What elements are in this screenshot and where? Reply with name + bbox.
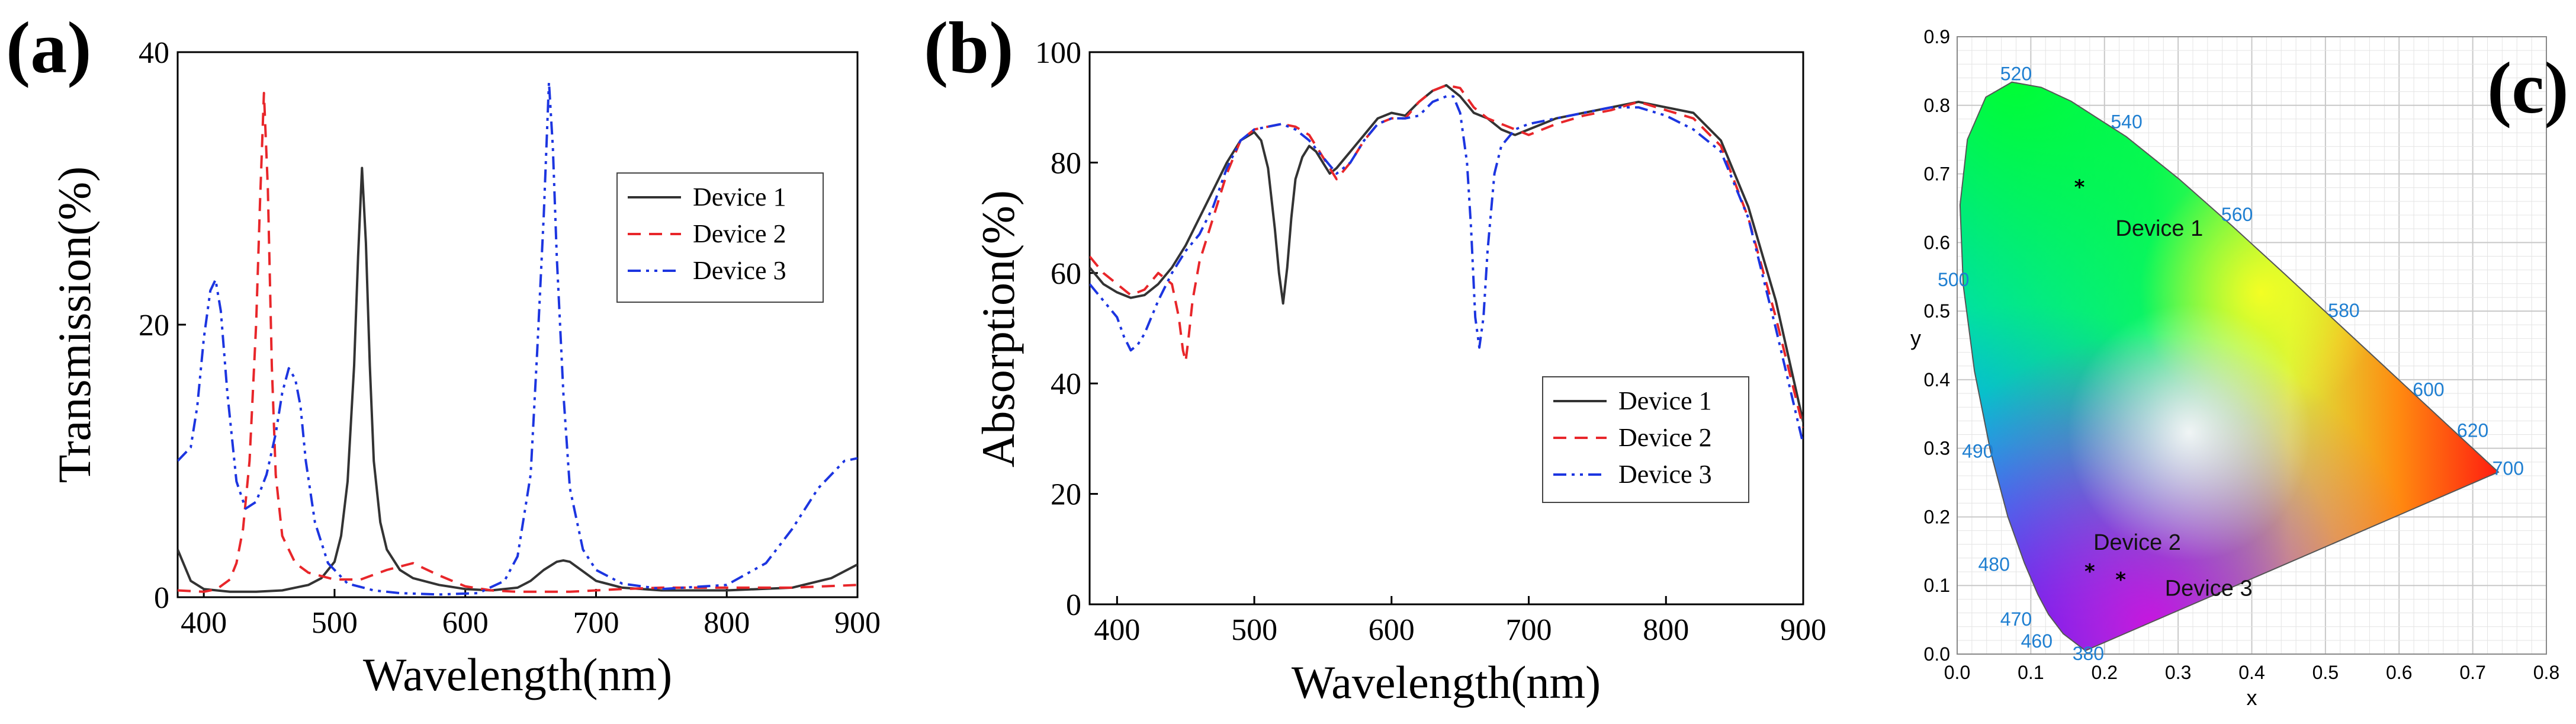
wavelength-label: 700 bbox=[2493, 457, 2524, 479]
series-line-device-3 bbox=[1090, 95, 1803, 445]
panel-b-absorption-chart: (b) 400 500 600 700 800 900 0 20 40 60 80 100 Wavel… bbox=[924, 7, 1826, 708]
y-tick-label: 0.1 bbox=[1924, 575, 1950, 596]
series-line-device-1 bbox=[178, 166, 857, 593]
y-tick-label: 40 bbox=[1051, 367, 1081, 401]
panel-b-series bbox=[1090, 84, 1803, 445]
y-tick-label: 0.4 bbox=[1924, 369, 1950, 390]
y-tick-label: 0.5 bbox=[1924, 300, 1950, 322]
x-axis-label: x bbox=[2247, 685, 2257, 710]
y-tick-label: 100 bbox=[1035, 36, 1081, 70]
x-tick-label: 0.8 bbox=[2533, 662, 2559, 683]
x-tick-label: 600 bbox=[1369, 613, 1415, 647]
device-point-marker-3: * bbox=[2115, 568, 2126, 592]
panel-b-axes: 400 500 600 700 800 900 0 20 40 60 80 100 bbox=[1035, 36, 1826, 647]
y-tick-label: 0.9 bbox=[1924, 26, 1950, 47]
wavelength-label: 500 bbox=[1938, 269, 1969, 290]
legend-label-device-1: Device 1 bbox=[693, 182, 786, 212]
x-tick-label: 0.2 bbox=[2092, 662, 2118, 683]
series-line-device-1 bbox=[1090, 84, 1803, 422]
panel-c-device-points: * Device 1 * Device 2 * Device 3 bbox=[2074, 176, 2253, 601]
plot-frame bbox=[1088, 51, 1804, 606]
legend-label-device-1: Device 1 bbox=[1618, 386, 1712, 415]
wavelength-label: 600 bbox=[2413, 379, 2444, 400]
wavelength-label: 580 bbox=[2328, 300, 2359, 321]
legend-label-device-3: Device 3 bbox=[693, 256, 786, 285]
wavelength-label: 460 bbox=[2021, 630, 2053, 652]
panel-a-x-axis-label: Wavelength(nm) bbox=[363, 649, 672, 700]
y-tick-label: 0.2 bbox=[1924, 506, 1950, 527]
panel-a-transmission-chart: (a) 400 500 600 700 800 900 0 20 40 Wavelength(n… bbox=[6, 7, 881, 700]
panel-a-legend: Device 1 Device 2 Device 3 bbox=[616, 172, 824, 303]
y-tick-label: 20 bbox=[1051, 478, 1081, 512]
y-tick-label: 0 bbox=[1066, 588, 1081, 622]
wavelength-label: 560 bbox=[2221, 204, 2253, 225]
wavelength-label: 620 bbox=[2457, 420, 2488, 441]
x-tick-label: 400 bbox=[1094, 613, 1140, 647]
y-tick-label: 0.0 bbox=[1924, 643, 1950, 665]
y-tick-label: 0.8 bbox=[1924, 95, 1950, 116]
wavelength-label: 480 bbox=[1978, 553, 2009, 575]
y-tick-label: 20 bbox=[139, 309, 169, 342]
panel-b-x-axis-label: Wavelength(nm) bbox=[1292, 656, 1601, 708]
y-tick-label: 0.3 bbox=[1924, 438, 1950, 459]
wavelength-label: 540 bbox=[2111, 111, 2142, 133]
x-tick-label: 900 bbox=[1780, 613, 1826, 647]
y-tick-label: 40 bbox=[139, 36, 169, 70]
x-tick-label: 0.1 bbox=[2018, 662, 2044, 683]
wavelength-label: 470 bbox=[2000, 608, 2032, 630]
x-tick-label: 600 bbox=[442, 606, 489, 640]
panel-c-gamut-fill bbox=[1960, 82, 2498, 651]
panel-a-letter: (a) bbox=[6, 7, 92, 88]
panel-b-legend: Device 1 Device 2 Device 3 bbox=[1542, 376, 1749, 503]
y-tick-label: 80 bbox=[1051, 146, 1081, 180]
x-tick-label: 500 bbox=[311, 606, 358, 640]
spectral-locus-outline bbox=[1959, 81, 2500, 652]
x-tick-label: 900 bbox=[834, 606, 881, 640]
x-tick-label: 500 bbox=[1231, 613, 1277, 647]
x-tick-label: 0.6 bbox=[2386, 662, 2412, 683]
plot-frame bbox=[1957, 36, 2547, 655]
y-tick-label: 0 bbox=[154, 581, 169, 615]
device-point-marker-2: * bbox=[2084, 560, 2095, 584]
panel-b-letter: (b) bbox=[924, 7, 1014, 88]
x-tick-label: 800 bbox=[1643, 613, 1689, 647]
device-point-label-1: Device 1 bbox=[2115, 216, 2203, 241]
x-tick-label: 0.3 bbox=[2165, 662, 2191, 683]
y-tick-label: 60 bbox=[1051, 257, 1081, 291]
legend-label-device-3: Device 3 bbox=[1618, 460, 1712, 489]
x-tick-label: 800 bbox=[704, 606, 750, 640]
wavelength-label: 490 bbox=[1962, 440, 1993, 462]
legend-label-device-2: Device 2 bbox=[693, 219, 786, 248]
x-tick-label: 700 bbox=[573, 606, 619, 640]
device-point-label-3: Device 3 bbox=[2165, 576, 2253, 601]
x-tick-label: 0.4 bbox=[2238, 662, 2265, 683]
panel-b-y-axis-label: Absorption(%) bbox=[972, 190, 1024, 467]
legend-box bbox=[1542, 376, 1749, 503]
panel-c-cie-chromaticity-diagram: 0.0 0.1 0.2 0.3 0.4 0.5 0.6 0.7 0.8 0.0 0.1 0.2 0.3 0… bbox=[1910, 26, 2569, 710]
y-axis-label: y bbox=[1910, 326, 1921, 350]
gamut-white-overlay bbox=[1960, 82, 2498, 651]
panel-c-spectral-locus bbox=[1959, 81, 2500, 652]
y-tick-label: 0.6 bbox=[1924, 232, 1950, 253]
x-tick-label: 0.7 bbox=[2459, 662, 2485, 683]
series-line-device-3 bbox=[178, 81, 857, 596]
x-tick-label: 700 bbox=[1506, 613, 1552, 647]
panel-a-y-axis-label: Transmission(%) bbox=[49, 166, 100, 483]
device-point-label-2: Device 2 bbox=[2093, 530, 2181, 555]
legend-box bbox=[616, 172, 824, 303]
panel-c-letter: (c) bbox=[2487, 47, 2569, 129]
legend-label-device-2: Device 2 bbox=[1618, 423, 1712, 452]
series-line-device-2 bbox=[178, 92, 857, 593]
wavelength-label: 380 bbox=[2073, 643, 2104, 664]
y-tick-label: 0.7 bbox=[1924, 164, 1950, 185]
panel-a-axes: 400 500 600 700 800 900 0 20 40 bbox=[139, 36, 881, 640]
panel-a-series bbox=[178, 81, 857, 596]
x-tick-label: 400 bbox=[181, 606, 227, 640]
device-point-marker-1: * bbox=[2074, 176, 2085, 200]
wavelength-label: 520 bbox=[2000, 63, 2032, 85]
x-tick-label: 0.0 bbox=[1944, 662, 1970, 683]
x-tick-label: 0.5 bbox=[2312, 662, 2339, 683]
